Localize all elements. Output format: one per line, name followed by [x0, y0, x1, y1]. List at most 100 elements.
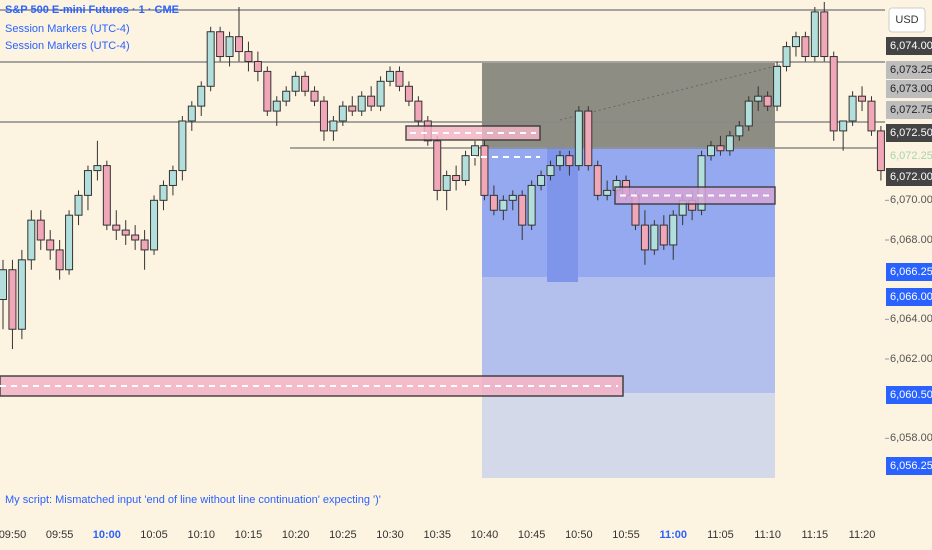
candle-body: [0, 269, 7, 300]
price-badge-label: 6,056.25: [890, 460, 932, 472]
candle-body: [707, 145, 715, 157]
candle-body: [546, 165, 555, 177]
candle-body: [650, 224, 659, 251]
candle-body: [112, 224, 121, 231]
candle-body: [263, 70, 272, 112]
currency[interactable]: USD: [895, 14, 918, 26]
candle-body: [131, 234, 140, 241]
candle-body: [291, 75, 300, 92]
price-badge: [886, 80, 932, 98]
candle-body: [754, 95, 763, 102]
candle-body: [508, 194, 517, 201]
candle-body: [735, 125, 744, 137]
candle-body: [555, 155, 564, 167]
price-badge-label: 6,066.00: [890, 291, 932, 303]
candle-body: [744, 100, 753, 127]
candle-body: [791, 36, 800, 48]
drawings: [0, 9, 885, 478]
y-tick-label: 6,064.00: [890, 313, 932, 325]
price-badge: [886, 124, 932, 142]
candle-body: [395, 70, 404, 87]
price-badge-label: 6,066.25: [890, 266, 932, 278]
price-badge-label: 6,060.50: [890, 389, 932, 401]
candle-body: [414, 100, 423, 122]
candle-body: [442, 175, 451, 191]
x-tick-label: 10:00: [93, 529, 121, 541]
y-tick-label: 6,070.00: [890, 194, 932, 206]
x-tick-label: 10:20: [282, 529, 310, 541]
candle-body: [46, 239, 55, 251]
candle-body: [235, 36, 243, 53]
candle-body: [537, 175, 546, 186]
session-box: [405, 125, 541, 141]
candle-body: [102, 165, 111, 226]
candle-body: [499, 199, 508, 211]
candle-body: [93, 165, 102, 172]
currency-button[interactable]: [888, 7, 926, 33]
y-tick-label: 6,058.00: [890, 432, 932, 444]
candle-body: [452, 175, 461, 181]
target-zone-3: [482, 393, 775, 478]
candle-body: [178, 120, 187, 172]
candle-body: [376, 80, 385, 107]
price-badge: [886, 101, 932, 119]
candle-body: [338, 105, 347, 122]
price-badge-label: 6,072.50: [890, 127, 932, 139]
candle-body: [8, 269, 17, 330]
price-badge-label: 6,073.25: [890, 64, 932, 76]
candle-body: [433, 140, 442, 191]
candle-body: [839, 120, 848, 132]
candle-body: [121, 229, 130, 236]
candle-body: [574, 110, 583, 167]
candle-body: [329, 120, 338, 132]
candle-body: [820, 11, 829, 58]
candle-body: [867, 100, 876, 132]
candle-body: [253, 60, 262, 72]
price-badge-label: 6,073.00: [890, 83, 932, 95]
candle-body: [244, 51, 253, 62]
candle-body: [150, 199, 159, 251]
indicator-name[interactable]: Session Markers (UTC-4): [5, 40, 130, 52]
candle-body: [206, 31, 215, 87]
candle-body: [584, 110, 593, 167]
price-badge-label: 6,072.00: [890, 171, 932, 183]
candle-body: [159, 184, 168, 201]
price-badge: [886, 147, 932, 165]
candle-body: [367, 95, 376, 107]
candle-body: [461, 155, 470, 181]
price-badge-label: 6,074.00: [890, 40, 932, 52]
x-tick-label: 11:00: [659, 529, 687, 541]
candle-body: [565, 155, 574, 167]
candle-body: [357, 95, 366, 112]
candle-body: [225, 36, 234, 58]
candle-body: [65, 214, 74, 271]
candle-body: [640, 224, 649, 251]
x-tick-label: 10:35: [423, 529, 451, 541]
candle-body: [216, 31, 225, 58]
candle-body: [810, 11, 819, 58]
indicator-name[interactable]: Session Markers (UTC-4): [5, 23, 130, 35]
x-tick-label: 10:30: [376, 529, 404, 541]
candle-body: [187, 105, 196, 122]
candle-body: [319, 100, 328, 132]
candle-body: [716, 145, 725, 152]
x-tick-label: 10:05: [140, 529, 168, 541]
candle-body: [848, 95, 857, 122]
candle-body: [83, 170, 92, 196]
price-badge: [886, 168, 932, 186]
candle-body: [603, 189, 612, 196]
session-box: [614, 186, 776, 205]
symbol-title: S&P 500 E-mini Futures · 1 · CME: [5, 4, 179, 16]
candle-body: [725, 135, 734, 152]
candle-body: [301, 75, 310, 92]
candle-body: [697, 155, 706, 211]
candle-body: [74, 194, 83, 216]
x-tick-label: 09:50: [0, 529, 26, 541]
candles: [0, 1, 885, 350]
candle-body: [659, 224, 668, 246]
candle-body: [348, 105, 357, 112]
x-tick-label: 11:20: [849, 529, 876, 541]
candle-body: [168, 170, 177, 186]
